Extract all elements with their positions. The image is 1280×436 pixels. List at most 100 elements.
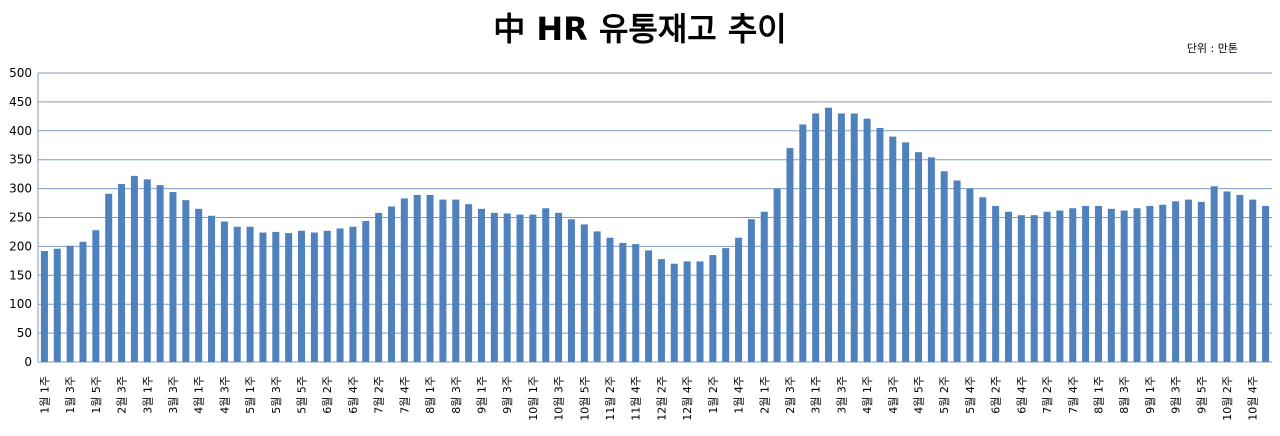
bar — [465, 204, 473, 362]
bar — [452, 199, 460, 362]
chart-title: 中 HR 유통재고 추이 — [493, 10, 786, 48]
bar — [632, 244, 640, 362]
bar — [747, 219, 755, 362]
x-tick-label: 10월 2주 — [1221, 376, 1234, 421]
x-tick-label: 9월 3주 — [501, 376, 514, 414]
bar — [53, 248, 61, 362]
bar — [182, 200, 190, 362]
y-tick-label: 100 — [9, 297, 32, 311]
bar — [850, 113, 858, 363]
x-tick-label: 6월 2주 — [990, 376, 1003, 414]
bar — [66, 245, 74, 362]
bar — [156, 185, 164, 362]
bar — [529, 214, 537, 362]
bar — [413, 194, 421, 362]
bar — [657, 259, 665, 362]
bar — [863, 118, 871, 362]
x-tick-label: 5월 4주 — [964, 376, 977, 414]
bar — [1120, 210, 1128, 362]
bar — [889, 136, 897, 362]
bar — [555, 212, 563, 362]
bar — [362, 220, 370, 362]
x-tick-label: 8월 1주 — [424, 376, 437, 414]
x-tick-label: 10월 3주 — [553, 376, 566, 421]
bar — [735, 237, 743, 362]
x-tick-label: 11월 4주 — [630, 376, 643, 421]
bar — [1094, 205, 1102, 362]
x-tick-label: 1월 2주 — [707, 376, 720, 414]
y-tick-label: 50 — [17, 326, 32, 340]
bar — [477, 208, 485, 362]
bar — [683, 261, 691, 362]
bar — [799, 124, 807, 362]
bar — [1056, 210, 1064, 362]
bar — [1159, 204, 1167, 362]
x-tick-label: 12월 2주 — [655, 376, 668, 421]
bar — [285, 233, 293, 362]
bar — [79, 241, 87, 362]
bar — [1197, 201, 1205, 362]
bar — [1004, 211, 1012, 362]
y-tick-label: 150 — [9, 268, 32, 282]
bar — [92, 230, 100, 362]
x-tick-label: 7월 2주 — [1041, 376, 1054, 414]
bar — [310, 232, 318, 362]
bar — [1017, 215, 1025, 362]
bar — [272, 231, 280, 362]
y-tick-label: 250 — [9, 211, 32, 225]
x-tick-label: 9월 1주 — [1144, 376, 1157, 414]
x-tick-label: 6월 4주 — [1015, 376, 1028, 414]
unit-note: 단위 : 만톤 — [1187, 42, 1238, 55]
bar — [876, 127, 884, 362]
bar — [1172, 201, 1180, 362]
bar — [298, 230, 306, 362]
bar — [1210, 186, 1218, 362]
x-tick-label: 12월 4주 — [681, 376, 694, 421]
bar — [233, 226, 241, 362]
bar — [1043, 211, 1051, 362]
x-tick-label: 9월 1주 — [475, 376, 488, 414]
bar — [1236, 194, 1244, 362]
x-tick-label: 9월 5주 — [1195, 376, 1208, 414]
bar — [246, 226, 254, 362]
bar — [516, 214, 524, 362]
x-tick-label: 3월 3주 — [835, 376, 848, 414]
y-tick-label: 200 — [9, 239, 32, 253]
bar — [1107, 208, 1115, 362]
y-tick-label: 400 — [9, 124, 32, 138]
bar — [259, 232, 267, 362]
bar — [400, 198, 408, 362]
y-tick-label: 300 — [9, 182, 32, 196]
x-tick-label: 1월 5주 — [90, 376, 103, 414]
bar — [1249, 199, 1257, 362]
bar — [902, 142, 910, 362]
bar — [927, 157, 935, 362]
bar — [915, 152, 923, 362]
bar — [760, 211, 768, 362]
bar — [1262, 205, 1270, 362]
bar — [220, 221, 228, 362]
y-tick-label: 450 — [9, 95, 32, 109]
x-tick-label: 4월 3주 — [218, 376, 231, 414]
bar — [825, 107, 833, 363]
y-tick-label: 500 — [9, 66, 32, 80]
x-tick-label: 1월 1주 — [38, 376, 51, 414]
bar — [1146, 205, 1154, 362]
x-tick-label: 5월 5주 — [296, 376, 309, 414]
bar — [349, 226, 357, 362]
y-tick-label: 0 — [24, 355, 32, 369]
bar — [439, 199, 447, 362]
x-tick-label: 4월 1주 — [861, 376, 874, 414]
bar — [387, 206, 395, 362]
x-tick-label: 7월 4주 — [398, 376, 411, 414]
bar — [143, 179, 151, 362]
bar — [490, 212, 498, 362]
bar — [992, 205, 1000, 362]
x-tick-label: 6월 2주 — [321, 376, 334, 414]
bar — [130, 175, 138, 362]
bar — [1069, 208, 1077, 362]
bar — [940, 171, 948, 362]
bar — [1082, 205, 1090, 362]
x-tick-label: 2월 1주 — [758, 376, 771, 414]
x-tick-label: 2월 3주 — [784, 376, 797, 414]
